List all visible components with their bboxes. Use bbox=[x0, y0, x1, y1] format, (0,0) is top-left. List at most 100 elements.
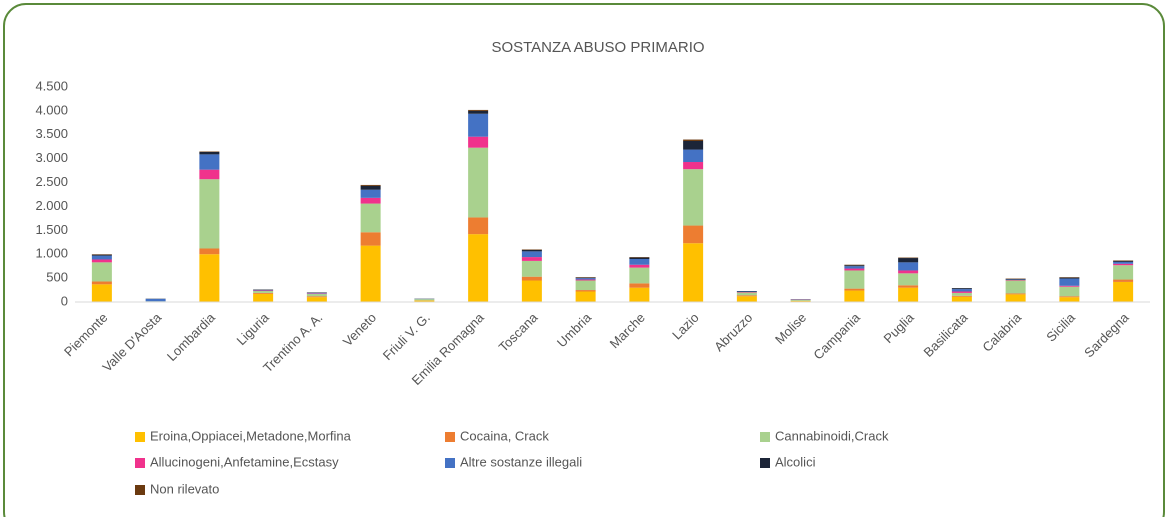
bar-segment bbox=[1059, 285, 1080, 287]
bar-segment bbox=[1059, 296, 1080, 298]
bar-segment bbox=[199, 154, 220, 170]
bar-segment bbox=[360, 197, 381, 204]
bar-segment bbox=[898, 258, 919, 263]
bar-segment bbox=[360, 185, 381, 190]
bar-segment bbox=[253, 292, 274, 294]
y-tick-label: 0 bbox=[61, 293, 68, 308]
bar-segment bbox=[468, 109, 489, 111]
bar-segment bbox=[468, 217, 489, 235]
bar-segment bbox=[898, 270, 919, 274]
bar-segment bbox=[1059, 286, 1080, 297]
bar-segment bbox=[521, 251, 542, 258]
bar-segment bbox=[1113, 263, 1134, 266]
bar-segment bbox=[683, 139, 704, 141]
bar-segment bbox=[790, 299, 811, 301]
bar-segment bbox=[951, 291, 972, 293]
bar-segment bbox=[575, 278, 596, 280]
legend-swatch bbox=[135, 458, 145, 468]
bar-segment bbox=[898, 273, 919, 286]
bar-segment bbox=[683, 149, 704, 163]
bar-segment bbox=[253, 293, 274, 302]
bar-segment bbox=[1005, 294, 1026, 302]
legend-label: Non rilevato bbox=[150, 481, 219, 496]
legend-label: Altre sostanze illegali bbox=[460, 454, 582, 469]
bar-segment bbox=[468, 234, 489, 302]
frame bbox=[3, 3, 1165, 517]
bar-segment bbox=[360, 232, 381, 246]
bar-segment bbox=[683, 140, 704, 150]
bar-segment bbox=[91, 259, 112, 263]
y-tick-label: 1.500 bbox=[35, 222, 68, 237]
bar-segment bbox=[91, 254, 112, 256]
bar-segment bbox=[521, 280, 542, 302]
bar-segment bbox=[951, 296, 972, 302]
bar-segment bbox=[1113, 281, 1134, 302]
bar-segment bbox=[360, 245, 381, 302]
legend-swatch bbox=[135, 485, 145, 495]
bar-segment bbox=[1113, 261, 1134, 264]
bar-segment bbox=[629, 283, 650, 288]
legend-swatch bbox=[760, 458, 770, 468]
bar-segment bbox=[1005, 293, 1026, 295]
bar-segment bbox=[1113, 265, 1134, 280]
bar-segment bbox=[306, 296, 327, 298]
bar-segment bbox=[575, 279, 596, 281]
bar-segment bbox=[683, 169, 704, 226]
bar-segment bbox=[1059, 278, 1080, 286]
bar-segment bbox=[468, 147, 489, 218]
bar-segment bbox=[951, 295, 972, 297]
bar-segment bbox=[736, 292, 757, 296]
bar-segment bbox=[199, 254, 220, 302]
bar-segment bbox=[468, 113, 489, 137]
bar-segment bbox=[199, 151, 220, 155]
y-tick-label: 500 bbox=[46, 270, 68, 285]
bar-segment bbox=[306, 293, 327, 297]
bar-segment bbox=[844, 290, 865, 302]
bar-segment bbox=[91, 284, 112, 302]
y-tick-label: 1.000 bbox=[35, 246, 68, 261]
bar-segment bbox=[1005, 280, 1026, 294]
bar-segment bbox=[736, 296, 757, 302]
bar-segment bbox=[521, 276, 542, 281]
bar-segment bbox=[683, 225, 704, 244]
chart-title: SOSTANZA ABUSO PRIMARIO bbox=[491, 39, 704, 56]
y-tick-label: 3.500 bbox=[35, 126, 68, 141]
bar-segment bbox=[360, 203, 381, 233]
legend-label: Eroina,Oppiacei,Metadone,Morfina bbox=[150, 428, 352, 443]
bar-segment bbox=[414, 299, 435, 301]
bar-segment bbox=[145, 298, 166, 302]
bar-segment bbox=[844, 288, 865, 291]
legend-label: Alcolici bbox=[775, 454, 816, 469]
bar-segment bbox=[736, 295, 757, 297]
legend-swatch bbox=[445, 432, 455, 442]
y-tick-label: 2.000 bbox=[35, 198, 68, 213]
y-tick-label: 4.500 bbox=[35, 78, 68, 93]
bar-segment bbox=[575, 280, 596, 291]
bar-segment bbox=[360, 189, 381, 198]
bar-segment bbox=[360, 184, 381, 186]
legend-label: Cannabinoidi,Crack bbox=[775, 428, 889, 443]
bar-segment bbox=[844, 265, 865, 267]
bar-segment bbox=[1059, 297, 1080, 302]
bar-segment bbox=[521, 257, 542, 261]
bar-segment bbox=[629, 259, 650, 265]
legend-label: Cocaina, Crack bbox=[460, 428, 549, 443]
legend-swatch bbox=[760, 432, 770, 442]
bar-segment bbox=[199, 179, 220, 249]
bar-segment bbox=[91, 262, 112, 282]
bar-segment bbox=[629, 267, 650, 284]
bar-segment bbox=[91, 255, 112, 260]
bar-segment bbox=[468, 110, 489, 114]
bar-segment bbox=[414, 300, 435, 302]
bar-segment bbox=[951, 292, 972, 296]
bar-segment bbox=[91, 281, 112, 285]
y-tick-label: 4.000 bbox=[35, 102, 68, 117]
legend-swatch bbox=[135, 432, 145, 442]
legend-swatch bbox=[445, 458, 455, 468]
bar-segment bbox=[629, 287, 650, 302]
bar-segment bbox=[683, 243, 704, 302]
bar-segment bbox=[629, 257, 650, 259]
bar-segment bbox=[306, 297, 327, 302]
bar-segment bbox=[844, 270, 865, 289]
bar-segment bbox=[683, 162, 704, 170]
